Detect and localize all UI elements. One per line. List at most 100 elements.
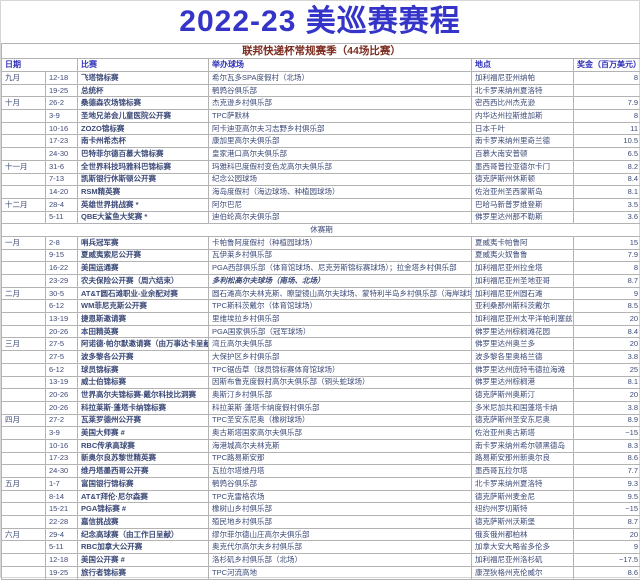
column-header: 举办球场 bbox=[209, 59, 472, 72]
purse-cell: 8.6 bbox=[574, 452, 640, 465]
date-cell: 19-25 bbox=[46, 566, 78, 579]
date-cell: 8-14 bbox=[46, 490, 78, 503]
purse-cell: 8.2 bbox=[574, 160, 640, 173]
course-cell: 皇家港口高尔夫俱乐部 bbox=[209, 148, 472, 161]
month-cell: 十一月 bbox=[2, 160, 46, 173]
event-cell: 富国银行锦标赛 bbox=[78, 478, 209, 491]
purse-cell: 8.5 bbox=[574, 300, 640, 313]
event-cell: 美国公开赛 # bbox=[78, 554, 209, 567]
location-cell: 巴哈马新普罗维登斯 bbox=[472, 198, 574, 211]
purse-cell: 3.8 bbox=[574, 351, 640, 364]
month-cell: 十月 bbox=[2, 97, 46, 110]
month-cell: 二月 bbox=[2, 287, 46, 300]
location-cell: 加利福尼亚州洛杉矶 bbox=[472, 554, 574, 567]
date-cell: 28-4 bbox=[46, 198, 78, 211]
course-cell: TPC路易斯安那 bbox=[209, 452, 472, 465]
month-cell bbox=[2, 84, 46, 97]
month-cell bbox=[2, 313, 46, 326]
event-cell: 球员锦标赛 bbox=[78, 363, 209, 376]
course-cell: 科拉莱斯·蓬塔卡纳度假村俱乐部 bbox=[209, 401, 472, 414]
purse-cell bbox=[574, 84, 640, 97]
month-cell bbox=[2, 262, 46, 275]
course-cell: PGA西部俱乐部（体育馆球场、尼克劳斯锦标赛球场）；拉金塔乡村俱乐部 bbox=[209, 262, 472, 275]
location-cell: 德克萨斯州沃斯堡 bbox=[472, 516, 574, 529]
course-cell: 缪尔菲尔德山庄高尔夫俱乐部 bbox=[209, 528, 472, 541]
month-cell bbox=[2, 363, 46, 376]
purse-cell: 8 bbox=[574, 262, 640, 275]
location-cell: 佐治亚州奥古斯塔 bbox=[472, 427, 574, 440]
event-cell: 旅行者锦标赛 bbox=[78, 566, 209, 579]
event-cell: 阿诺德·帕尔默邀请赛（由万事达卡呈献） bbox=[78, 338, 209, 351]
date-cell: 12-18 bbox=[46, 72, 78, 85]
course-cell: 奥斯汀乡村俱乐部 bbox=[209, 389, 472, 402]
event-cell: 桑德森农场锦标赛 bbox=[78, 97, 209, 110]
location-cell: 德克萨斯州休斯顿 bbox=[472, 173, 574, 186]
purse-cell: 3.8 bbox=[574, 401, 640, 414]
purse-cell: ~17.5 bbox=[574, 554, 640, 567]
month-cell bbox=[2, 439, 46, 452]
purse-cell: 8.9 bbox=[574, 414, 640, 427]
date-cell: 22-28 bbox=[46, 516, 78, 529]
location-cell: 墨西哥普拉亚德尔卡门 bbox=[472, 160, 574, 173]
course-cell: 里维埃拉乡村俱乐部 bbox=[209, 313, 472, 326]
month-cell bbox=[2, 135, 46, 148]
date-cell: 20-26 bbox=[46, 389, 78, 402]
date-cell: 13-19 bbox=[46, 313, 78, 326]
month-cell bbox=[2, 351, 46, 364]
column-header: 奖金（百万美元） bbox=[574, 59, 640, 72]
event-cell: 美国运通赛 bbox=[78, 262, 209, 275]
purse-cell: 8 bbox=[574, 72, 640, 85]
event-cell: 纪念高球赛（由工作日呈献） bbox=[78, 528, 209, 541]
date-cell: 10-16 bbox=[46, 122, 78, 135]
location-cell: 德克萨斯州麦金尼 bbox=[472, 490, 574, 503]
date-cell: 24-30 bbox=[46, 148, 78, 161]
date-cell: 3-9 bbox=[46, 110, 78, 123]
date-cell: 19-25 bbox=[46, 84, 78, 97]
purse-cell: 10.5 bbox=[574, 135, 640, 148]
course-cell: 大保护区乡村俱乐部 bbox=[209, 351, 472, 364]
course-cell: 瓦伊莱乡村俱乐部 bbox=[209, 249, 472, 262]
course-cell: TPC萨默林 bbox=[209, 110, 472, 123]
course-cell: 阿尔巴尼 bbox=[209, 198, 472, 211]
date-cell: 24-30 bbox=[46, 465, 78, 478]
event-cell: 科拉莱斯·蓬塔卡纳锦标赛 bbox=[78, 401, 209, 414]
location-cell: 德克萨斯州奥斯汀 bbox=[472, 389, 574, 402]
event-cell: QBE大鲨鱼大奖赛 * bbox=[78, 211, 209, 224]
event-cell: 圣地兄弟会儿童医院公开赛 bbox=[78, 110, 209, 123]
month-cell bbox=[2, 376, 46, 389]
month-cell bbox=[2, 211, 46, 224]
purse-cell: 11 bbox=[574, 122, 640, 135]
event-cell: 本田精英赛 bbox=[78, 325, 209, 338]
event-cell: AT&T拜伦·尼尔森赛 bbox=[78, 490, 209, 503]
date-cell: 17-23 bbox=[46, 135, 78, 148]
month-cell bbox=[2, 173, 46, 186]
month-cell bbox=[2, 249, 46, 262]
event-cell: WM菲尼克斯公开赛 bbox=[78, 300, 209, 313]
course-cell: 圆石滩高尔夫林克斯、瞭望镜山高尔夫球场、蒙特利半岛乡村俱乐部（海岸球场） bbox=[209, 287, 472, 300]
section-header-row: 联邦快递杯常规赛季（44场比赛） bbox=[2, 44, 640, 59]
course-cell: TPC河流高地 bbox=[209, 566, 472, 579]
purse-cell: 8.6 bbox=[574, 566, 640, 579]
location-cell: 佐治亚州圣西蒙斯岛 bbox=[472, 186, 574, 199]
date-cell: 13-19 bbox=[46, 376, 78, 389]
month-cell: 三月 bbox=[2, 338, 46, 351]
month-cell bbox=[2, 465, 46, 478]
location-cell: 多米尼加共和国蓬塔卡纳 bbox=[472, 401, 574, 414]
date-cell: 23-29 bbox=[46, 275, 78, 288]
purse-cell: 6.5 bbox=[574, 148, 640, 161]
location-cell: 亚利桑那州斯科茨戴尔 bbox=[472, 300, 574, 313]
event-cell: 新奥尔良苏黎世精英赛 bbox=[78, 452, 209, 465]
location-cell: 佛罗里达州奥兰多 bbox=[472, 338, 574, 351]
date-cell: 3-9 bbox=[46, 427, 78, 440]
location-cell: 百慕大南安普顿 bbox=[472, 148, 574, 161]
